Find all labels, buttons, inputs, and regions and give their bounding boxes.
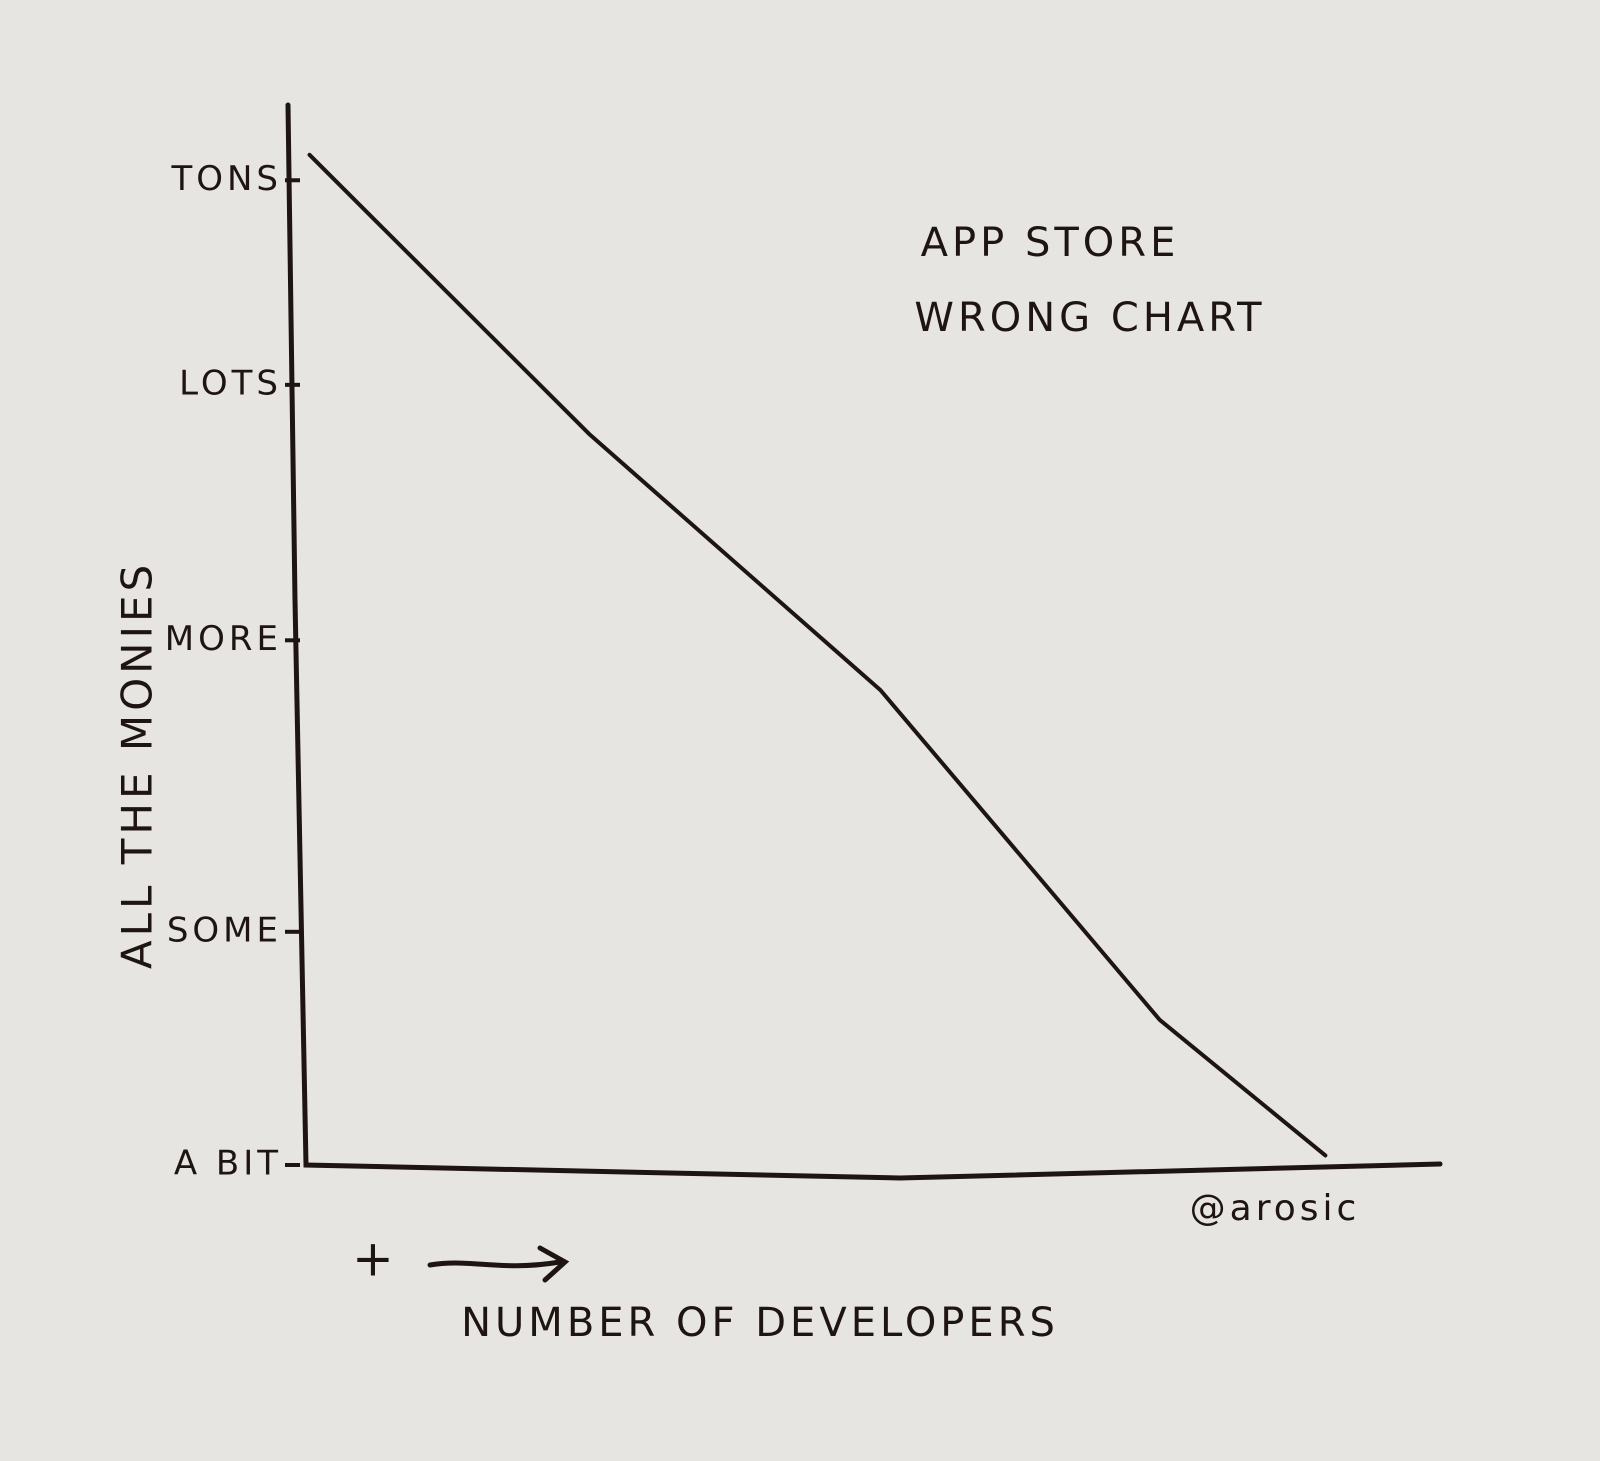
chart-title: WRONG CHART [914, 295, 1265, 341]
y-tick-label: SOME [167, 910, 282, 950]
credit: @arosic [1190, 1188, 1361, 1229]
y-tick-label: TONS [170, 159, 282, 199]
arrow [427, 1245, 570, 1283]
axes [285, 102, 1443, 1181]
x-axis-label: NUMBER OF DEVELOPERS [461, 1300, 1059, 1346]
chart-title: APP STORE [921, 220, 1180, 266]
y-tick-label: LOTS [179, 363, 282, 403]
annotation: + [352, 1230, 398, 1288]
y-axis-label: ALL THE MONIES [113, 561, 162, 969]
y-tick-label: MORE [165, 619, 282, 659]
line [307, 152, 1328, 1158]
y-tick-label: A BIT [174, 1144, 282, 1184]
